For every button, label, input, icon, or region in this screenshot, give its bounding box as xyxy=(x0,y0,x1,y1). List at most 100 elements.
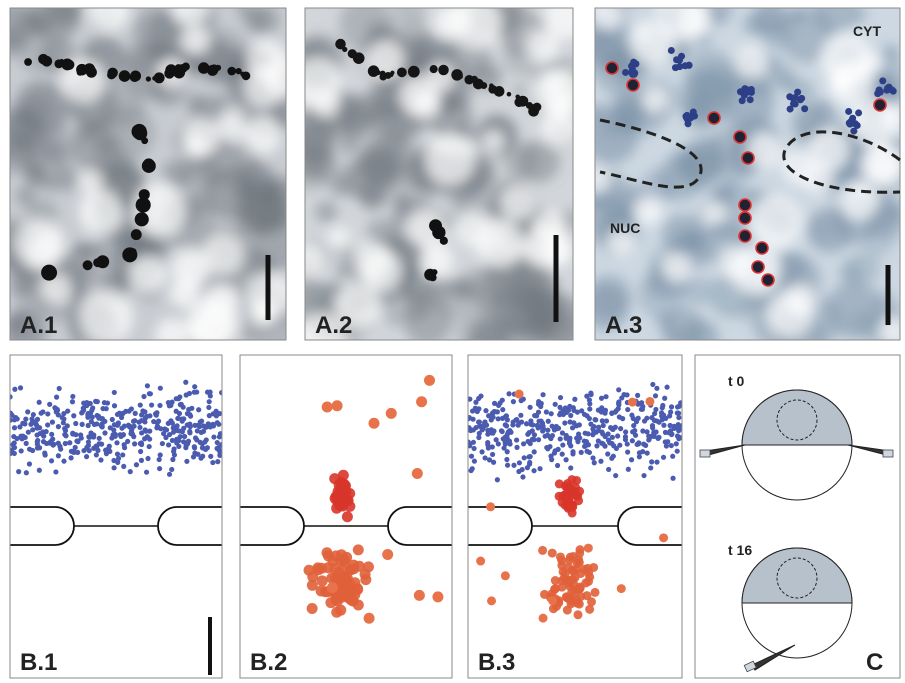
blue-point xyxy=(133,462,140,468)
blue-point xyxy=(81,400,87,406)
blue-point xyxy=(568,412,574,419)
texture-blob xyxy=(78,189,124,235)
texture-blob xyxy=(401,283,417,299)
texture-blob xyxy=(876,198,900,227)
blue-point xyxy=(504,449,510,455)
texture-blob xyxy=(532,293,573,340)
blue-point xyxy=(217,452,222,458)
texture-blob xyxy=(250,8,280,35)
marked-particle xyxy=(755,241,769,255)
blue-point xyxy=(30,427,36,433)
gold-particle xyxy=(630,70,638,78)
blue-point xyxy=(668,442,674,449)
blue-point xyxy=(189,405,195,411)
panel-label: A.2 xyxy=(315,312,352,339)
blue-point xyxy=(123,408,129,415)
marked-particle xyxy=(761,273,775,287)
blue-point xyxy=(75,439,81,445)
texture-blob xyxy=(15,186,36,207)
red-point xyxy=(411,467,423,479)
blue-point xyxy=(206,404,212,411)
blue-point xyxy=(87,400,93,407)
blue-point xyxy=(662,395,668,401)
red-point xyxy=(500,571,510,581)
panel-border xyxy=(467,354,683,679)
texture-blob xyxy=(78,289,134,340)
blue-point xyxy=(653,429,659,435)
gold-particle xyxy=(855,109,863,117)
gold-particle xyxy=(850,127,858,135)
blue-point xyxy=(207,393,213,399)
annotation: t 16 xyxy=(728,542,752,558)
gold-particle xyxy=(681,62,689,70)
blue-point xyxy=(75,449,81,455)
panel-border xyxy=(239,354,453,679)
blue-point xyxy=(540,426,547,432)
blue-point xyxy=(667,422,673,429)
blue-point xyxy=(586,415,592,422)
gold-particle xyxy=(41,55,53,67)
marked-particle xyxy=(873,98,887,112)
marked-particle xyxy=(741,151,755,165)
blue-point xyxy=(650,381,656,388)
gold-particle xyxy=(628,65,636,73)
gold-particle xyxy=(429,65,438,74)
blue-point xyxy=(670,453,676,459)
blue-point xyxy=(10,447,15,453)
blue-point xyxy=(584,393,590,399)
blue-point xyxy=(186,390,193,397)
blue-point xyxy=(147,413,153,419)
blue-point xyxy=(495,416,501,422)
blue-point xyxy=(18,433,24,439)
gold-particle xyxy=(796,96,804,104)
gold-particle xyxy=(845,119,853,127)
blue-point xyxy=(652,393,659,399)
texture-blob xyxy=(595,164,611,194)
blue-point xyxy=(635,392,641,398)
blue-point xyxy=(131,434,137,440)
texture-blob xyxy=(656,311,673,328)
blue-point xyxy=(185,441,191,447)
blue-point xyxy=(662,429,669,435)
gold-particle xyxy=(786,105,794,113)
blue-point xyxy=(644,429,650,435)
texture-blob xyxy=(79,169,104,194)
blue-point xyxy=(79,421,85,427)
blue-point xyxy=(479,449,485,455)
blue-point xyxy=(676,403,682,409)
blue-point xyxy=(195,451,201,457)
blue-point xyxy=(11,425,18,431)
labels: A.1 A.2 A.3 B.1 B.2 B.3 C CYT NUC t 0 t … xyxy=(20,23,883,676)
blue-point xyxy=(210,459,216,466)
blue-point xyxy=(84,444,90,451)
blue-point xyxy=(10,394,13,400)
blue-point xyxy=(176,443,182,450)
texture-blob xyxy=(470,320,509,340)
gold-particle xyxy=(738,97,746,105)
texture-blob xyxy=(91,239,109,258)
texture-blob xyxy=(315,200,338,224)
blue-point xyxy=(562,420,568,426)
red-point xyxy=(335,604,347,616)
blue-point xyxy=(29,416,35,422)
blue-point xyxy=(102,430,108,436)
blue-point xyxy=(557,404,563,410)
gold-particle xyxy=(747,85,755,93)
blue-point xyxy=(548,411,554,417)
blue-point xyxy=(194,437,200,443)
gold-particle xyxy=(123,251,134,261)
blue-point xyxy=(37,430,43,437)
blue-point xyxy=(587,406,593,412)
texture-blob xyxy=(595,284,629,331)
blue-point xyxy=(646,433,652,439)
blue-point xyxy=(45,411,51,417)
texture-blob xyxy=(346,152,396,202)
red-point xyxy=(353,560,365,572)
blue-point xyxy=(518,412,524,418)
blue-point xyxy=(557,394,564,401)
blue-point xyxy=(489,451,496,458)
blue-point xyxy=(118,414,125,421)
blue-point xyxy=(529,436,535,442)
blue-point xyxy=(609,455,615,461)
gold-particle xyxy=(736,88,744,96)
